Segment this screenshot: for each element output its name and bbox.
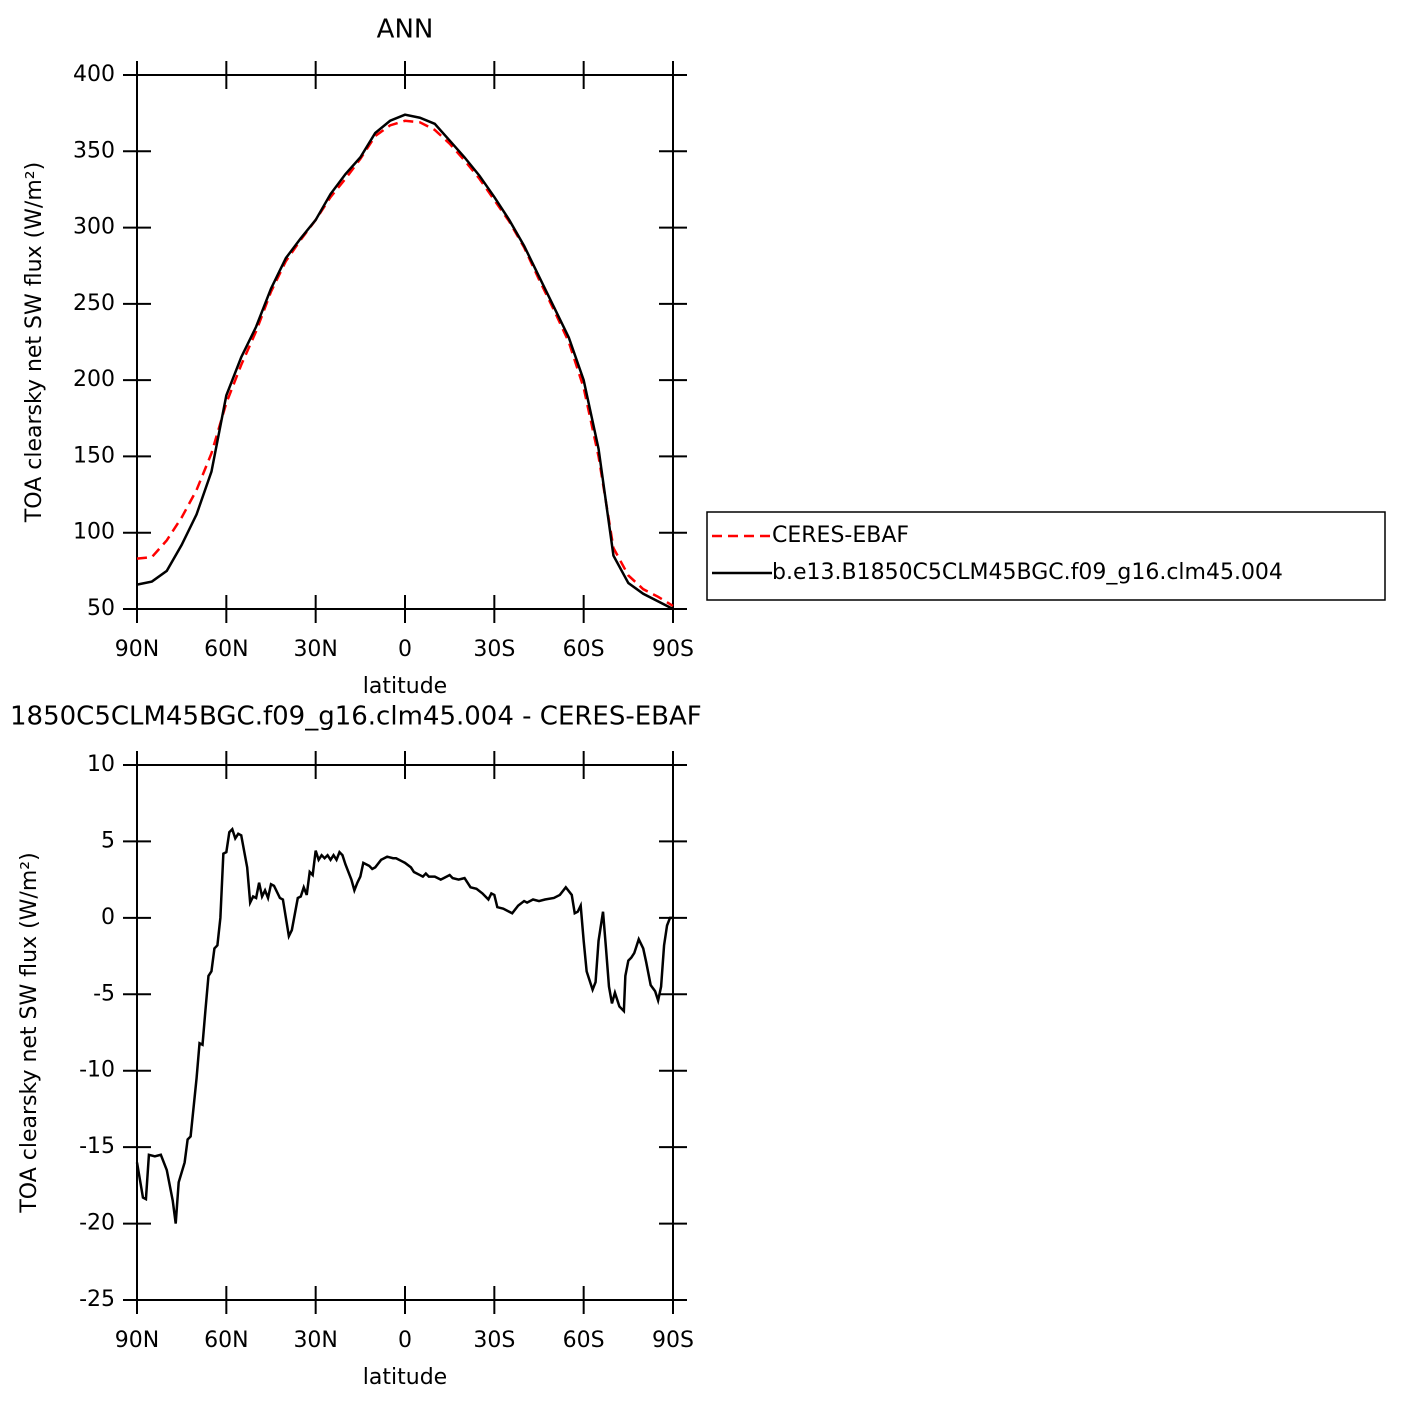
y-tick-label: -20 xyxy=(79,1211,115,1236)
data-line xyxy=(136,119,674,608)
y-tick-label: 350 xyxy=(73,138,115,163)
x-tick-label: 90S xyxy=(652,637,694,662)
x-tick-label: 0 xyxy=(398,1328,412,1353)
y-tick-label: 250 xyxy=(73,291,115,316)
x-tick-label: 90N xyxy=(115,637,159,662)
plot-frame xyxy=(136,764,674,1301)
data-line xyxy=(135,826,673,1224)
legend-label: b.e13.B1850C5CLM45BGC.f09_g16.clm45.004 xyxy=(772,560,1283,585)
y-tick-label: -10 xyxy=(79,1058,115,1083)
x-axis-label: latitude xyxy=(363,1365,447,1390)
x-axis-label: latitude xyxy=(363,674,447,699)
x-tick-label: 60S xyxy=(563,637,605,662)
y-tick-label: 400 xyxy=(73,62,115,87)
data-line xyxy=(136,113,674,611)
legend-label: CERES-EBAF xyxy=(772,523,909,548)
y-tick-label: 100 xyxy=(73,520,115,545)
x-tick-label: 30N xyxy=(293,1328,337,1353)
y-tick-label: 200 xyxy=(73,367,115,392)
y-tick-label: 0 xyxy=(101,905,115,930)
x-tick-label: 60N xyxy=(204,1328,248,1353)
y-tick-label: 50 xyxy=(87,596,115,621)
x-tick-label: 0 xyxy=(398,637,412,662)
y-tick-label: -25 xyxy=(79,1287,115,1312)
y-axis-label: TOA clearsky net SW flux (W/m²) xyxy=(22,162,47,523)
x-tick-label: 30S xyxy=(473,637,515,662)
y-tick-label: 10 xyxy=(87,752,115,777)
legend-box xyxy=(706,511,1386,601)
y-tick-label: 150 xyxy=(73,443,115,468)
x-tick-label: 90N xyxy=(115,1328,159,1353)
x-tick-label: 60N xyxy=(204,637,248,662)
y-tick-label: -5 xyxy=(93,981,115,1006)
x-tick-label: 30N xyxy=(293,637,337,662)
y-tick-label: -15 xyxy=(79,1134,115,1159)
chart-title: ANN xyxy=(377,15,434,45)
y-tick-label: 5 xyxy=(101,828,115,853)
chart-title: 1850C5CLM45BGC.f09_g16.clm45.004 - CERES… xyxy=(10,702,702,732)
x-tick-label: 90S xyxy=(652,1328,694,1353)
y-tick-label: 300 xyxy=(73,215,115,240)
plot-frame xyxy=(136,74,674,610)
x-tick-label: 30S xyxy=(473,1328,515,1353)
y-axis-label: TOA clearsky net SW flux (W/m²) xyxy=(17,852,42,1213)
x-tick-label: 60S xyxy=(563,1328,605,1353)
